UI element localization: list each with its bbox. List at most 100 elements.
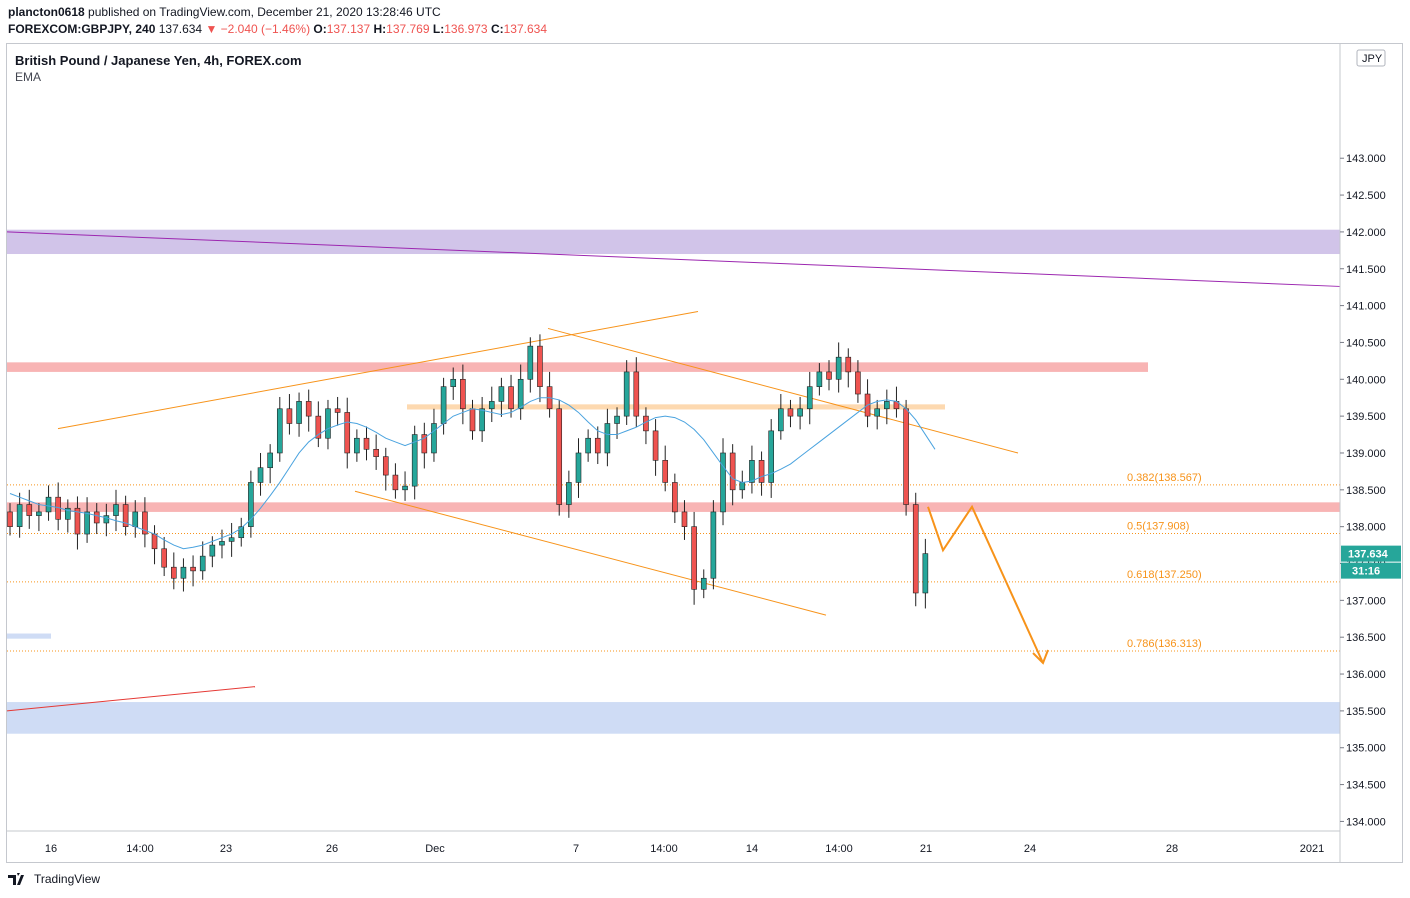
candle-body: [614, 415, 620, 424]
open-label: O:: [313, 22, 327, 36]
candle-body: [257, 467, 264, 483]
close-label: C:: [490, 22, 504, 36]
y-tick-label: 142.500: [1346, 190, 1386, 202]
candle-body: [267, 452, 273, 469]
candle-body: [758, 460, 765, 483]
candle-body: [16, 504, 23, 527]
candle-body: [36, 511, 42, 516]
y-tick-label: 139.000: [1346, 448, 1386, 460]
publish-line: plancton0618 published on TradingView.co…: [8, 5, 441, 19]
candle-body: [248, 482, 254, 527]
candle-body: [469, 408, 476, 432]
tradingview-footer[interactable]: TradingView: [8, 872, 100, 886]
y-tick-label: 134.000: [1346, 816, 1386, 828]
candle-body: [431, 423, 437, 454]
tradingview-logo-icon: [8, 873, 24, 885]
candle-body: [672, 482, 678, 513]
candle-body: [460, 378, 466, 410]
purple-resistance-zone: [7, 229, 1340, 255]
ema-line: [9, 397, 936, 550]
red-trendline: [6, 686, 256, 712]
candle-body: [903, 408, 909, 505]
x-tick-label: 2021: [1300, 843, 1324, 855]
ohlc-line: FOREXCOM:GBPJPY, 240 137.634 ▼ −2.040 (−…: [8, 22, 547, 36]
candle-body: [122, 504, 129, 527]
y-tick-label: 135.500: [1346, 706, 1386, 718]
x-tick-label: 7: [573, 843, 579, 855]
candle-body: [498, 386, 505, 402]
candle-body: [681, 511, 688, 527]
y-tick-label: 138.500: [1346, 485, 1386, 497]
projection-arrowhead: [1032, 649, 1049, 665]
publisher-name[interactable]: plancton0618: [8, 5, 85, 19]
x-tick-label: 14:00: [126, 843, 154, 855]
y-tick-label: 141.000: [1346, 301, 1386, 313]
candle-body: [826, 371, 832, 380]
candle-body: [199, 555, 206, 572]
candle-body: [190, 566, 196, 572]
candle-body: [132, 511, 139, 527]
candle-body: [508, 386, 514, 410]
countdown-label: 31:16: [1352, 566, 1380, 578]
y-tick-label: 134.500: [1346, 780, 1386, 792]
currency-label: JPY: [1362, 53, 1383, 65]
candle-body: [151, 533, 158, 550]
candle-body: [749, 460, 755, 483]
candle-body: [845, 356, 852, 373]
x-tick-label: 26: [326, 843, 338, 855]
candle-body: [594, 437, 601, 454]
candle-body: [65, 507, 71, 520]
projection-path: [927, 504, 1044, 664]
fib-label: 0.382(138.567): [1127, 472, 1202, 484]
candle-body: [382, 456, 389, 476]
candle-body: [402, 485, 408, 491]
candle-body: [720, 452, 726, 513]
candle-body: [411, 434, 418, 487]
blue-small-zone: [7, 633, 51, 639]
candle-body: [778, 408, 784, 432]
candle-body: [450, 378, 457, 387]
rising-channel-top: [57, 310, 699, 430]
candle-body: [238, 526, 245, 539]
candle-body: [816, 371, 823, 387]
close-value: 137.634: [503, 22, 548, 36]
symbol-label: FOREXCOM:GBPJPY, 240: [8, 22, 156, 36]
candle-body: [922, 553, 929, 594]
x-tick-label: 14:00: [650, 843, 678, 855]
candle-body: [874, 408, 880, 417]
candle-body: [93, 511, 100, 524]
candle-body: [142, 511, 148, 535]
legend-indicator[interactable]: EMA: [15, 70, 42, 84]
candle-body: [710, 511, 717, 579]
purple-trendline: [6, 231, 1341, 287]
candle-body: [566, 482, 572, 505]
last-price: 137.634: [158, 22, 203, 36]
x-tick-label: 24: [1024, 843, 1036, 855]
candle-body: [787, 408, 794, 417]
currency-box: [1356, 49, 1386, 67]
candle-body: [209, 544, 216, 557]
y-tick-label: 135.000: [1346, 743, 1386, 755]
candle-body: [440, 386, 447, 424]
candle-body: [488, 401, 495, 410]
candle-body: [700, 577, 707, 590]
price-change: ▼ −2.040 (−1.46%): [205, 22, 311, 36]
chart-pane[interactable]: [6, 43, 1403, 863]
y-tick-label: 140.500: [1346, 337, 1386, 349]
candle-body: [835, 356, 842, 380]
low-label: L:: [432, 22, 445, 36]
candle-body: [228, 537, 235, 542]
fib-label: 0.5(137.908): [1127, 520, 1189, 532]
fib-label: 0.618(137.250): [1127, 569, 1202, 581]
countdown-badge: [1341, 562, 1401, 579]
candle-body: [623, 371, 630, 417]
y-tick-label: 136.000: [1346, 669, 1386, 681]
candle-body: [768, 430, 774, 483]
last-price-badge: [1341, 545, 1401, 562]
candle-body: [363, 437, 370, 450]
y-tick-label: 141.500: [1346, 264, 1386, 276]
x-tick-label: 23: [220, 843, 232, 855]
candle-body: [585, 437, 591, 454]
x-tick-label: 16: [45, 843, 57, 855]
